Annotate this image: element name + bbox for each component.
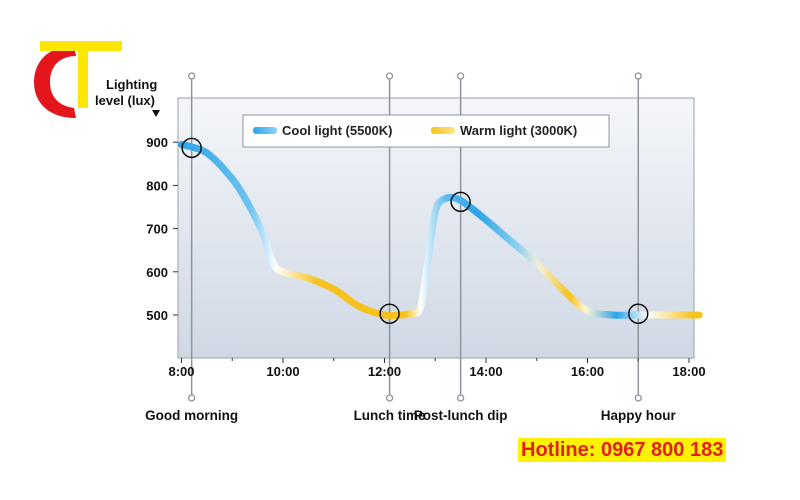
legend-label-warm: Warm light (3000K) [460, 123, 577, 138]
x-axis: 8:00 10:00 12:00 14:00 16:00 18:00 [168, 358, 706, 379]
legend-box [242, 114, 610, 148]
logo-red-crescent [34, 46, 76, 118]
event-line-top-dot [634, 72, 642, 80]
y-tick-label: 800 [146, 178, 168, 193]
y-tick-label: 900 [146, 135, 168, 150]
event-line-bottom-dot [456, 394, 465, 402]
hotline-banner: Hotline: 0967 800 183 [518, 438, 727, 462]
event-line-top-dot [187, 72, 196, 80]
event-marker-circle [450, 191, 471, 213]
event-markers [181, 137, 649, 324]
event-line-top-dot [385, 72, 394, 80]
event-label: Lunch time [354, 408, 426, 423]
logo-yellow-t [40, 41, 122, 108]
series-line-lighting-level [178, 140, 703, 320]
event-line-top-dot [456, 72, 465, 80]
event-marker-circle [379, 303, 400, 324]
legend-swatch-cool [253, 127, 277, 134]
y-tick-label: 500 [146, 308, 168, 323]
event-label: Good morning [145, 408, 238, 423]
x-tick-label: 16:00 [571, 364, 604, 379]
x-tick-label: 18:00 [672, 364, 705, 379]
y-tick-label: 700 [146, 222, 168, 237]
legend-swatch-warm [431, 127, 455, 134]
y-axis-label-line-2: level (lux) [95, 93, 155, 108]
x-tick-label: 12:00 [368, 364, 401, 379]
event-marker-circle [181, 137, 202, 159]
event-lines [187, 72, 642, 402]
brand-logo [34, 41, 122, 118]
x-tick-label: 14:00 [469, 364, 502, 379]
y-tick-label: 600 [146, 265, 168, 280]
x-tick-label: 8:00 [168, 364, 194, 379]
event-label: Happy hour [601, 408, 677, 423]
y-axis: 900 800 700 600 500 [146, 135, 178, 323]
event-label: Post-lunch dip [414, 408, 508, 423]
event-marker-circle [628, 303, 649, 324]
event-line-bottom-dot [634, 394, 642, 402]
legend: Cool light (5500K) Warm light (3000K) [242, 114, 610, 148]
legend-label-cool: Cool light (5500K) [282, 123, 393, 138]
x-tick-label: 10:00 [266, 364, 299, 379]
event-line-bottom-dot [385, 394, 394, 402]
y-axis-arrow-icon [152, 110, 160, 117]
event-line-bottom-dot [187, 394, 196, 402]
y-axis-label-line-1: Lighting [106, 77, 157, 92]
